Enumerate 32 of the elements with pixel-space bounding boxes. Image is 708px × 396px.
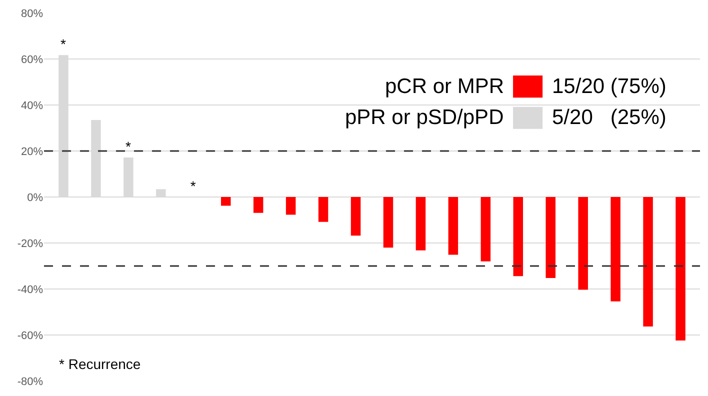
bar xyxy=(676,197,686,341)
y-tick-label: 0% xyxy=(27,192,44,204)
y-tick-label: -60% xyxy=(17,330,44,342)
data-label: * xyxy=(190,178,196,194)
annotation: * Recurrence xyxy=(59,356,141,372)
bar xyxy=(383,197,394,248)
bar xyxy=(610,197,620,302)
bar xyxy=(578,197,588,290)
data-label: * xyxy=(125,138,132,154)
legend-label: pCR or MPR xyxy=(385,75,504,98)
annotation: 5/20 (25%) xyxy=(552,106,666,129)
bar xyxy=(253,197,264,213)
annotation: 15/20 (75%) xyxy=(552,75,666,98)
bar xyxy=(480,197,491,262)
bar xyxy=(643,197,653,326)
y-tick-label: -20% xyxy=(17,238,44,250)
bar xyxy=(286,197,296,215)
y-tick-label: 60% xyxy=(20,54,44,66)
y-tick-label: -40% xyxy=(17,284,44,296)
bar xyxy=(318,197,328,222)
y-tick-label: 20% xyxy=(20,146,44,158)
legend-label: pPR or pSD/pPD xyxy=(345,106,504,129)
bar xyxy=(416,197,426,250)
bar xyxy=(513,197,524,276)
bar xyxy=(350,197,361,236)
y-tick-label: 40% xyxy=(20,100,44,112)
bar xyxy=(220,197,231,206)
bar xyxy=(546,197,556,278)
data-label: * xyxy=(60,36,66,52)
bar xyxy=(448,197,458,255)
y-tick-label: -80% xyxy=(17,376,44,388)
y-tick-label: 80% xyxy=(20,8,44,20)
